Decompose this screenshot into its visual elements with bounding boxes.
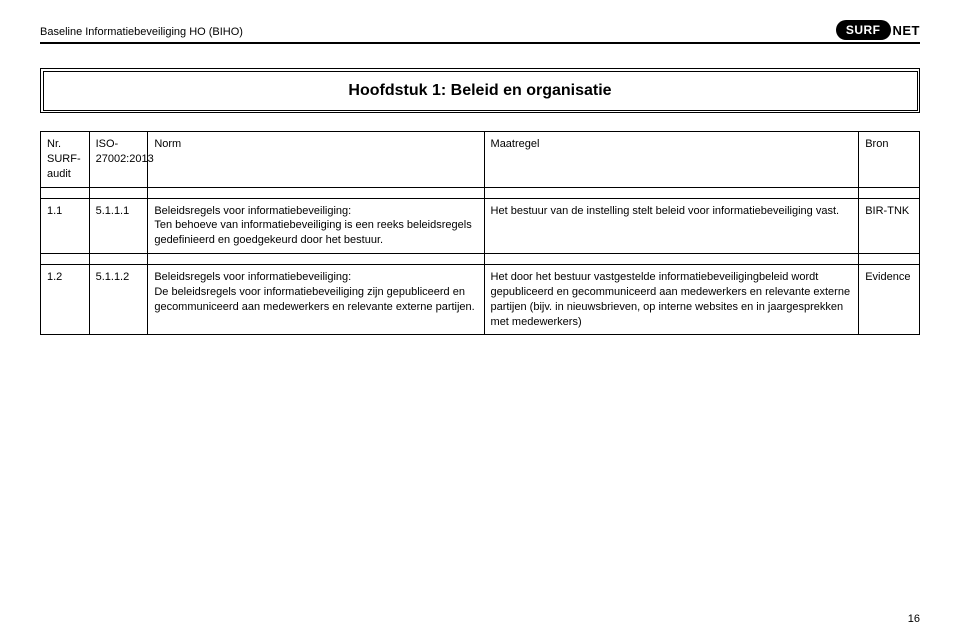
col-header-norm: Norm (148, 132, 484, 188)
surfnet-logo: SURF NET (836, 20, 920, 40)
logo-right-text: NET (893, 23, 921, 38)
cell-norm: Beleidsregels voor informatiebeveiliging… (148, 198, 484, 254)
norm-table: Nr. SURF-audit ISO-27002:2013 Norm Maatr… (40, 131, 920, 335)
norm-title: Beleidsregels voor informatiebeveiliging… (154, 271, 351, 283)
norm-title: Beleidsregels voor informatiebeveiliging… (154, 205, 351, 217)
col-header-bron: Bron (859, 132, 920, 188)
col-header-maatregel: Maatregel (484, 132, 859, 188)
col-header-iso: ISO-27002:2013 (89, 132, 148, 188)
table-row: 1.2 5.1.1.2 Beleidsregels voor informati… (41, 265, 920, 335)
logo-left-pill: SURF (836, 20, 891, 40)
norm-body: Ten behoeve van informatiebeveiliging is… (154, 219, 471, 246)
cell-maatregel: Het bestuur van de instelling stelt bele… (484, 198, 859, 254)
table-header-row: Nr. SURF-audit ISO-27002:2013 Norm Maatr… (41, 132, 920, 188)
table-row: 1.1 5.1.1.1 Beleidsregels voor informati… (41, 198, 920, 254)
cell-bron: Evidence (859, 265, 920, 335)
doc-header-title: Baseline Informatiebeveiliging HO (BIHO) (40, 26, 243, 40)
table-spacer-row (41, 254, 920, 265)
cell-iso: 5.1.1.1 (89, 198, 148, 254)
cell-nr: 1.1 (41, 198, 90, 254)
cell-nr: 1.2 (41, 265, 90, 335)
col-header-nr: Nr. SURF-audit (41, 132, 90, 188)
chapter-title: Hoofdstuk 1: Beleid en organisatie (43, 71, 918, 111)
page-number: 16 (908, 613, 920, 625)
cell-iso: 5.1.1.2 (89, 265, 148, 335)
chapter-title-box: Hoofdstuk 1: Beleid en organisatie (40, 68, 920, 113)
header-rule (40, 42, 920, 44)
cell-norm: Beleidsregels voor informatiebeveiliging… (148, 265, 484, 335)
cell-maatregel: Het door het bestuur vastgestelde inform… (484, 265, 859, 335)
norm-body: De beleidsregels voor informatiebeveilig… (154, 286, 474, 313)
cell-bron: BIR-TNK (859, 198, 920, 254)
table-spacer-row (41, 187, 920, 198)
